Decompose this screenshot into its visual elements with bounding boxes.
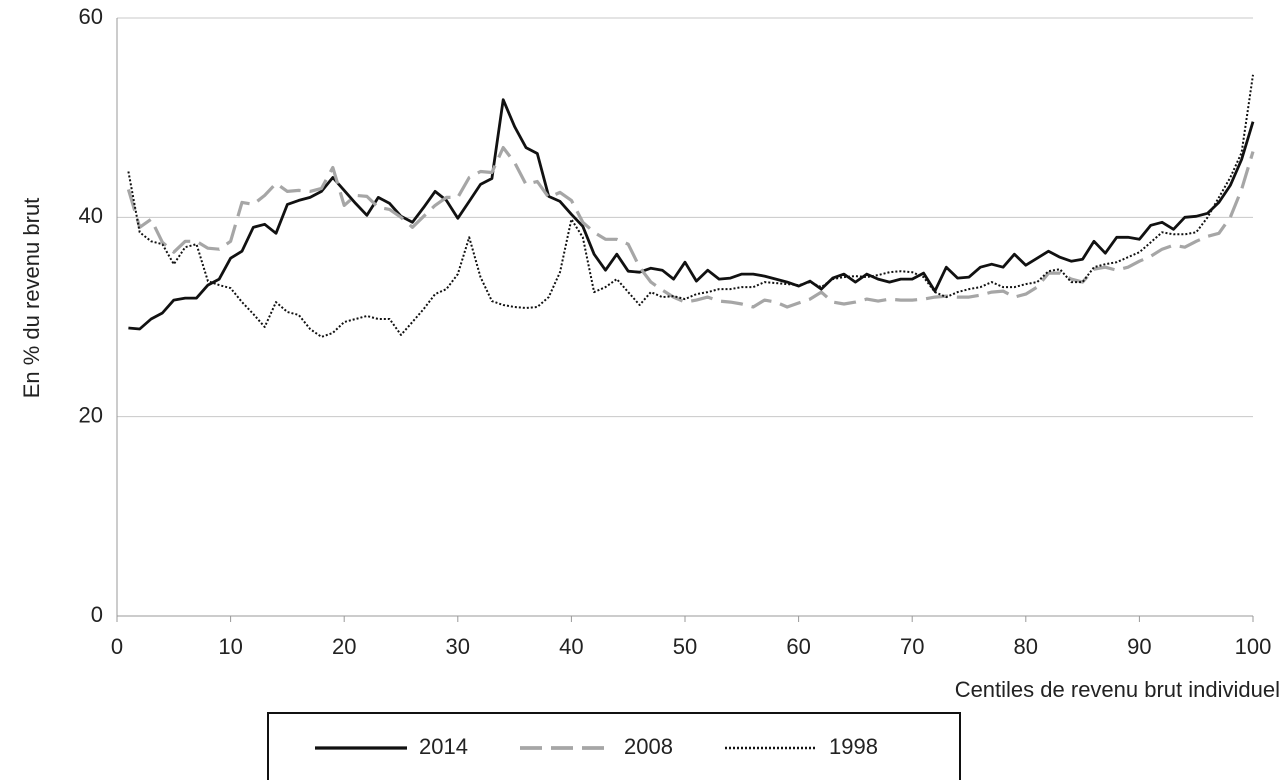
- y-axis-title: En % du revenu brut: [19, 198, 44, 399]
- x-tick-label: 90: [1127, 634, 1151, 659]
- x-tick-label: 60: [786, 634, 810, 659]
- x-tick-label: 100: [1235, 634, 1272, 659]
- x-tick-label: 50: [673, 634, 697, 659]
- y-tick-label: 20: [79, 402, 103, 427]
- x-tick-label: 80: [1014, 634, 1038, 659]
- series-line: [126, 146, 1255, 309]
- y-tick-label: 0: [91, 602, 103, 627]
- legend-label: 2008: [624, 734, 673, 759]
- x-tick-label: 20: [332, 634, 356, 659]
- x-axis-title: Centiles de revenu brut individuel: [955, 677, 1280, 702]
- y-tick-label: 40: [79, 203, 103, 228]
- x-tick-label: 30: [446, 634, 470, 659]
- series-line: [128, 98, 1255, 331]
- x-tick-label: 0: [111, 634, 123, 659]
- x-tick-label: 10: [218, 634, 242, 659]
- x-tick-label: 70: [900, 634, 924, 659]
- series-line: [127, 74, 1254, 338]
- x-tick-label: 40: [559, 634, 583, 659]
- legend-label: 1998: [829, 734, 878, 759]
- legend-label: 2014: [419, 734, 468, 759]
- y-tick-label: 60: [79, 4, 103, 29]
